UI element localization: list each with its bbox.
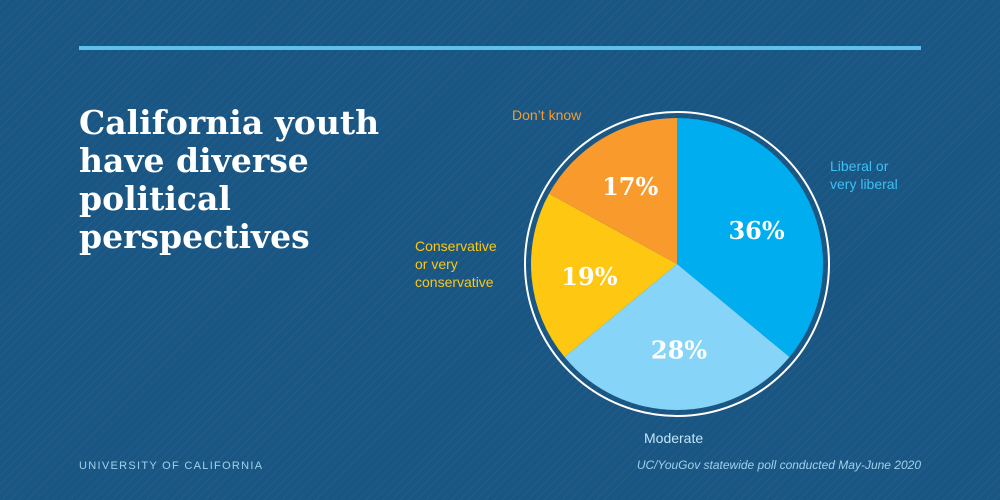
headline-line: political [79, 179, 231, 218]
slice-value-label-conservative: 19% [561, 262, 617, 291]
label-line: Don’t know [512, 107, 582, 123]
slice-value-label-moderate: 28% [651, 336, 707, 365]
pie-slice-moderate [564, 264, 790, 410]
label-line: Moderate [644, 430, 704, 446]
label-line: very liberal [830, 176, 898, 192]
slice-category-label-liberal: Liberal or very liberal [830, 157, 898, 193]
headline-line: have diverse [79, 141, 309, 180]
pie-slice-dont-know [549, 118, 677, 264]
slice-value-label-liberal: 36% [728, 216, 784, 245]
slice-category-label-conservative: Conservative or very conservative [415, 237, 497, 291]
organization-footer: UNIVERSITY OF CALIFORNIA [79, 460, 264, 472]
label-line: Liberal or [830, 158, 889, 174]
pie-outer-ring [524, 111, 830, 417]
source-footnote: UC/YouGov statewide poll conducted May-J… [636, 458, 921, 472]
top-rule [79, 46, 921, 50]
slice-value-label-dont-know: 17% [602, 172, 658, 201]
label-line: conservative [415, 274, 494, 290]
pie-slice-liberal [677, 118, 823, 358]
headline-line: perspectives [79, 217, 310, 256]
pie-slice-conservative [531, 193, 677, 358]
headline: California youth have diverse political … [79, 104, 399, 256]
label-line: Conservative [415, 238, 497, 254]
label-line: or very [415, 256, 458, 272]
slice-category-label-moderate: Moderate [644, 429, 703, 447]
slice-category-label-dont-know: Don’t know [512, 106, 581, 124]
headline-line: California youth [79, 103, 380, 142]
